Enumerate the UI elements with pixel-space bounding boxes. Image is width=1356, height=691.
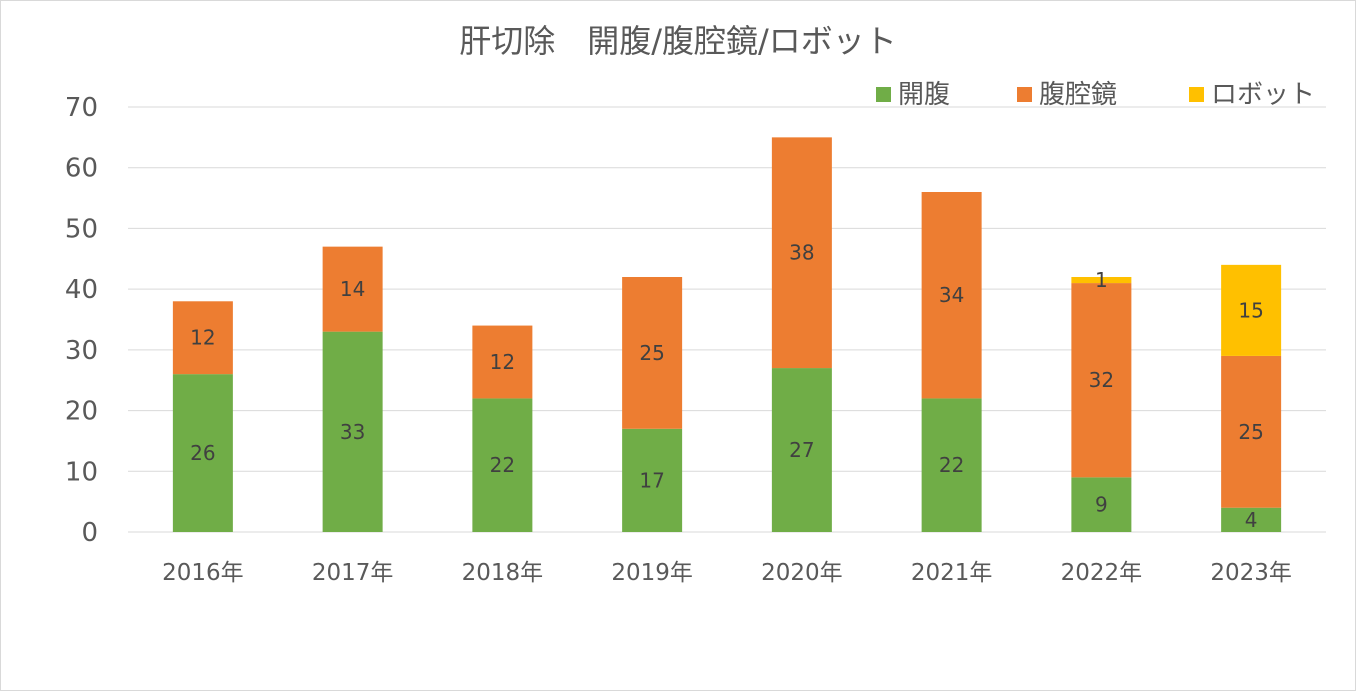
bar-segment (1221, 355, 1282, 508)
data-label: 32 (1089, 368, 1114, 392)
data-label: 12 (190, 326, 215, 350)
x-category-label: 2022年 (1061, 560, 1143, 586)
data-label: 12 (490, 350, 515, 374)
y-tick-label: 70 (65, 93, 98, 123)
data-label: 25 (639, 341, 664, 365)
legend-swatch (1017, 87, 1032, 102)
x-category-label: 2020年 (761, 560, 843, 586)
bars (172, 137, 1282, 532)
bar-segment (322, 331, 383, 532)
data-label: 1 (1095, 268, 1108, 292)
gridlines (128, 106, 1326, 533)
legend: 開腹 腹腔鏡 ロボット (876, 80, 1315, 110)
x-category-label: 2018年 (462, 560, 544, 586)
data-label: 25 (1238, 420, 1263, 444)
data-label: 34 (939, 283, 964, 307)
y-tick-label: 10 (65, 457, 98, 487)
bar-segment (622, 277, 683, 429)
bar-segment (172, 374, 233, 532)
y-tick-label: 30 (65, 336, 98, 366)
legend-swatch (1189, 87, 1204, 102)
data-label: 38 (789, 241, 814, 265)
x-category-label: 2017年 (312, 560, 394, 586)
data-label: 15 (1238, 298, 1263, 322)
y-tick-label: 0 (81, 518, 98, 548)
bar-segment (1071, 277, 1132, 284)
bar-segment (771, 368, 832, 532)
bar-segment (1221, 507, 1282, 532)
bar-segment (472, 325, 533, 399)
x-category-label: 2016年 (162, 560, 244, 586)
legend-swatch (876, 87, 891, 102)
data-label: 4 (1245, 508, 1258, 532)
chart-title: 肝切除 開腹/腹腔鏡/ロボット (459, 22, 897, 60)
bar-segment (921, 192, 982, 399)
y-axis-ticks: 0 10 20 30 40 50 60 70 (65, 93, 98, 548)
bar-segment (1071, 477, 1132, 532)
bar-segment (771, 137, 832, 369)
x-category-label: 2023年 (1210, 560, 1292, 586)
data-label: 9 (1095, 493, 1108, 517)
legend-label: 腹腔鏡 (1039, 80, 1117, 110)
legend-label: 開腹 (898, 80, 950, 110)
bar-segment (1071, 283, 1132, 478)
x-category-label: 2019年 (611, 560, 693, 586)
x-axis-categories: 2016年 2017年 2018年 2019年 2020年 2021年 2022年 2023年 (162, 560, 1292, 586)
y-tick-label: 60 (65, 154, 98, 184)
data-label: 14 (340, 277, 365, 301)
legend-label: ロボット (1211, 80, 1315, 110)
bar-segment (622, 428, 683, 532)
y-tick-label: 40 (65, 275, 98, 305)
bar-segment (322, 246, 383, 332)
y-tick-label: 20 (65, 397, 98, 427)
y-tick-label: 50 (65, 214, 98, 244)
bar-segment (472, 398, 533, 532)
x-category-label: 2021年 (911, 560, 993, 586)
data-label: 26 (190, 441, 215, 465)
data-label: 22 (939, 453, 964, 477)
data-label: 22 (490, 453, 515, 477)
bar-segment (1221, 264, 1282, 356)
data-label: 27 (789, 438, 814, 462)
data-label: 33 (340, 420, 365, 444)
bar-segment (172, 301, 233, 375)
data-label: 17 (639, 468, 664, 492)
bar-segment (921, 398, 982, 532)
